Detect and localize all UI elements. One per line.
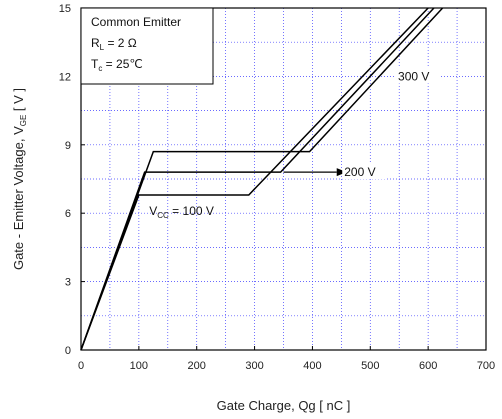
series-3-label-bg bbox=[395, 67, 440, 84]
axis-ticks: 0 100 200 300 400 500 600 700 0 3 6 9 12 15 bbox=[59, 3, 495, 372]
series-label-3: 300 V bbox=[398, 69, 429, 83]
x-tick-label: 100 bbox=[130, 360, 148, 372]
y-tick-label: 0 bbox=[65, 345, 71, 357]
series-label-1: VCC = 100 V bbox=[149, 204, 214, 220]
y-tick-label: 6 bbox=[65, 208, 71, 220]
x-axis-label: Gate Charge, Qg [ nC ] bbox=[217, 398, 351, 413]
series-annotations: VCC = 100 V 200 V 300 V bbox=[149, 67, 440, 220]
x-tick-label: 200 bbox=[188, 360, 206, 372]
plot-frame bbox=[80, 7, 487, 351]
x-tick-label: 500 bbox=[361, 360, 379, 372]
x-tick-label: 300 bbox=[245, 360, 263, 372]
y-tick-label: 15 bbox=[59, 3, 71, 15]
legend-box: Common Emitter RL = 2 Ω Tc = 25℃ bbox=[80, 7, 214, 85]
y-tick-label: 3 bbox=[65, 277, 71, 289]
x-tick-label: 400 bbox=[303, 360, 321, 372]
legend-line-1: Common Emitter bbox=[91, 15, 181, 29]
x-tick-label: 700 bbox=[477, 360, 495, 372]
legend-frame bbox=[80, 7, 214, 85]
x-tick-label: 0 bbox=[78, 360, 84, 372]
y-tick-label: 12 bbox=[59, 71, 71, 83]
series-line-3 bbox=[80, 7, 444, 351]
x-tick-label: 600 bbox=[419, 360, 437, 372]
y-tick-label: 9 bbox=[65, 140, 71, 152]
y-axis-label: Gate - Emitter Voltage, VGE [ V ] bbox=[11, 88, 28, 270]
series-2-label-bg bbox=[342, 163, 387, 180]
legend-line-2: RL = 2 Ω bbox=[91, 36, 137, 52]
series-label-2: 200 V bbox=[344, 165, 375, 179]
series-lines bbox=[80, 7, 444, 351]
legend-line-3: Tc = 25℃ bbox=[91, 57, 143, 73]
series-2-arrow-head bbox=[336, 168, 347, 177]
